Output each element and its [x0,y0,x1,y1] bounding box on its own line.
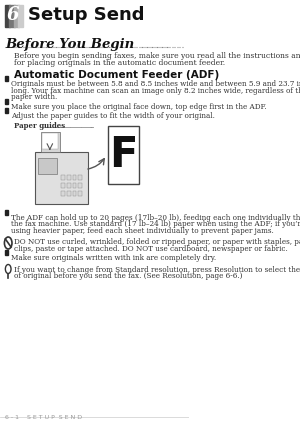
Text: Setup Send: Setup Send [28,6,145,24]
Bar [14,5,19,27]
Bar [5,76,8,81]
Text: F: F [110,134,138,176]
Text: 6: 6 [6,6,19,24]
Bar [5,99,8,104]
Text: Make sure you place the original face down, top edge first in the ADF.: Make sure you place the original face do… [11,102,266,110]
Text: If you want to change from Standard resolution, press Resolution to select the t: If you want to change from Standard reso… [14,266,300,274]
Bar [61,190,65,196]
Text: paper width.: paper width. [11,93,57,101]
Bar [61,182,65,187]
Text: long. Your fax machine can scan an image only 8.2 inches wide, regardless of the: long. Your fax machine can scan an image… [11,87,300,94]
Bar [73,190,76,196]
Bar [5,210,8,215]
Text: the fax machine. Use standard (17 lb–24 lb) paper when using the ADF; if you’re: the fax machine. Use standard (17 lb–24 … [11,220,300,228]
Text: Before You Begin: Before You Begin [5,38,134,51]
Text: Originals must be between 5.8 and 8.5 inches wide and between 5.9 and 23.7 inche: Originals must be between 5.8 and 8.5 in… [11,80,300,88]
Bar [41,131,60,151]
Bar [67,175,70,179]
Text: clips, paste or tape attached. DO NOT use cardboard, newspaper or fabric.: clips, paste or tape attached. DO NOT us… [14,244,288,252]
Bar [5,250,8,255]
Text: The ADF can hold up to 20 pages (17lb–20 lb), feeding each one individually thro: The ADF can hold up to 20 pages (17lb–20… [11,213,300,221]
Bar [61,175,65,179]
Bar [5,5,10,27]
Bar [78,190,82,196]
Bar [73,175,76,179]
Text: Before you begin sending faxes, make sure you read all the instructions and caut: Before you begin sending faxes, make sur… [14,52,300,60]
Bar [18,5,23,27]
Text: Adjust the paper guides to fit the width of your original.: Adjust the paper guides to fit the width… [11,112,214,120]
Text: for placing originals in the automatic document feeder.: for placing originals in the automatic d… [14,59,225,67]
Bar [67,182,70,187]
Bar [73,182,76,187]
Bar [42,133,58,148]
Bar [35,151,88,204]
Bar [10,5,14,27]
Text: Automatic Document Feeder (ADF): Automatic Document Feeder (ADF) [14,70,219,80]
Bar [109,126,139,184]
Bar [5,108,8,113]
Bar [67,190,70,196]
Text: 6 - 1    S E T U P  S E N D: 6 - 1 S E T U P S E N D [5,415,82,420]
Text: DO NOT use curled, wrinkled, folded or ripped paper, or paper with staples, pape: DO NOT use curled, wrinkled, folded or r… [14,238,300,246]
Text: Paper guides: Paper guides [14,122,65,130]
Text: Make sure originals written with ink are completely dry.: Make sure originals written with ink are… [11,254,216,262]
Text: using heavier paper, feed each sheet individually to prevent paper jams.: using heavier paper, feed each sheet ind… [11,227,274,235]
Bar [78,182,82,187]
Text: of original before you send the fax. (See Resolution, page 6-6.): of original before you send the fax. (Se… [14,272,242,280]
Bar [38,158,57,173]
Bar [78,175,82,179]
